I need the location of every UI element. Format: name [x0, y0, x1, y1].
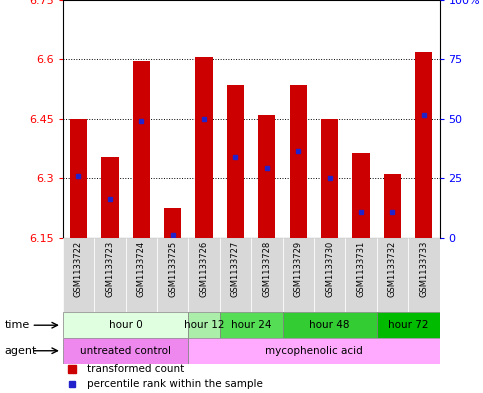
- Text: GSM1133731: GSM1133731: [356, 241, 366, 297]
- Bar: [101, 156, 118, 238]
- Text: GSM1133728: GSM1133728: [262, 241, 271, 297]
- Bar: [220, 312, 283, 338]
- Text: GSM1133723: GSM1133723: [105, 241, 114, 297]
- Text: mycophenolic acid: mycophenolic acid: [265, 346, 363, 356]
- Bar: [196, 57, 213, 238]
- Text: GSM1133730: GSM1133730: [325, 241, 334, 297]
- Bar: [415, 51, 432, 238]
- Bar: [63, 338, 188, 364]
- Text: GSM1133722: GSM1133722: [74, 241, 83, 297]
- Text: GSM1133724: GSM1133724: [137, 241, 146, 297]
- Text: transformed count: transformed count: [87, 364, 185, 374]
- Bar: [188, 312, 220, 338]
- Text: hour 12: hour 12: [184, 320, 224, 330]
- Bar: [188, 238, 220, 312]
- Bar: [220, 238, 251, 312]
- Bar: [384, 174, 401, 238]
- Text: hour 24: hour 24: [231, 320, 271, 330]
- Bar: [353, 152, 369, 238]
- Text: hour 72: hour 72: [388, 320, 428, 330]
- Bar: [133, 61, 150, 238]
- Text: agent: agent: [5, 346, 37, 356]
- Bar: [321, 119, 338, 238]
- Bar: [63, 312, 188, 338]
- Bar: [283, 238, 314, 312]
- Text: GSM1133727: GSM1133727: [231, 241, 240, 297]
- Bar: [377, 312, 440, 338]
- Bar: [188, 338, 440, 364]
- Text: hour 0: hour 0: [109, 320, 142, 330]
- Bar: [157, 238, 188, 312]
- Bar: [227, 85, 244, 238]
- Bar: [94, 238, 126, 312]
- Text: percentile rank within the sample: percentile rank within the sample: [87, 379, 263, 389]
- Bar: [63, 238, 94, 312]
- Bar: [258, 115, 275, 238]
- Bar: [251, 238, 283, 312]
- Text: GSM1133725: GSM1133725: [168, 241, 177, 297]
- Bar: [290, 85, 307, 238]
- Bar: [408, 238, 440, 312]
- Text: GSM1133729: GSM1133729: [294, 241, 303, 297]
- Bar: [164, 208, 181, 238]
- Bar: [283, 312, 377, 338]
- Text: GSM1133732: GSM1133732: [388, 241, 397, 297]
- Text: untreated control: untreated control: [80, 346, 171, 356]
- Text: time: time: [5, 320, 30, 330]
- Bar: [345, 238, 377, 312]
- Bar: [314, 238, 345, 312]
- Text: hour 48: hour 48: [310, 320, 350, 330]
- Bar: [70, 119, 87, 238]
- Text: GSM1133726: GSM1133726: [199, 241, 209, 297]
- Bar: [126, 238, 157, 312]
- Text: GSM1133733: GSM1133733: [419, 241, 428, 297]
- Bar: [377, 238, 408, 312]
